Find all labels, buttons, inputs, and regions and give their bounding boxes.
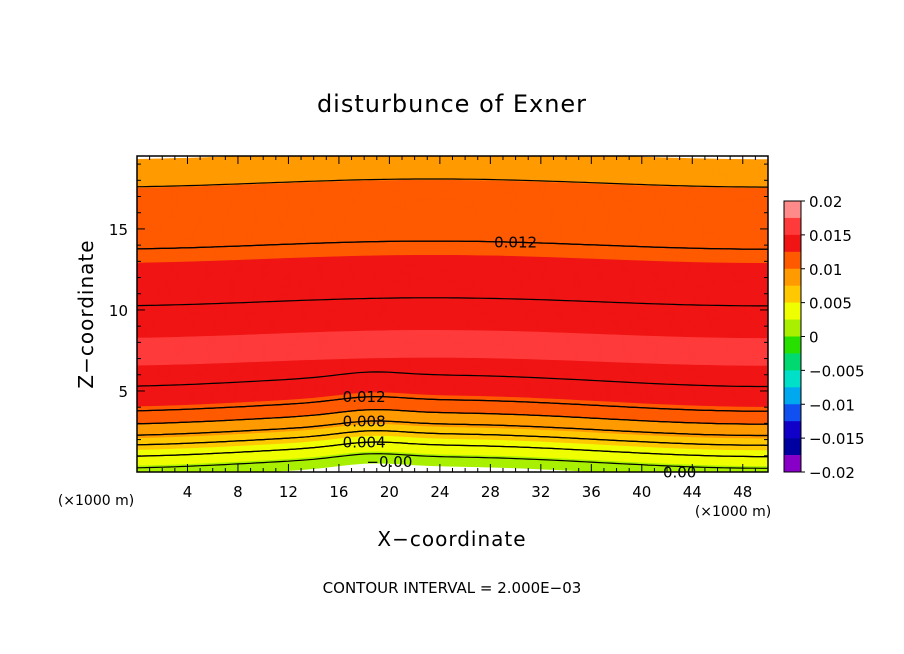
contour-lines [137, 178, 768, 469]
contour-label: −0.00 [366, 453, 412, 471]
y-axis-unit: (×1000 m) [58, 493, 134, 509]
contour-line [137, 453, 768, 469]
colorbar-tick-label: −0.005 [809, 362, 865, 380]
contour-label: 0.004 [343, 433, 386, 451]
x-tick-label: 40 [632, 483, 651, 501]
contour-line [137, 430, 768, 446]
colorbar-tick-label: 0.02 [809, 193, 842, 211]
contour-line [137, 178, 768, 188]
x-tick-label: 24 [430, 483, 449, 501]
x-tick-label: 28 [481, 483, 500, 501]
colorbar-band [784, 336, 801, 354]
x-tick-label: 12 [279, 483, 298, 501]
colorbar-band [784, 370, 801, 388]
colorbar-band [784, 438, 801, 456]
x-tick-label: 4 [183, 483, 193, 501]
x-axis-label: X−coordinate [377, 527, 526, 551]
x-tick-label: 32 [531, 483, 550, 501]
y-tick-label: 10 [109, 302, 128, 320]
colorbar-band [784, 455, 801, 473]
x-tick-label: 16 [329, 483, 348, 501]
contour-line [137, 297, 768, 307]
x-tick-label: 8 [233, 483, 243, 501]
y-tick-label: 15 [109, 221, 128, 239]
y-tick-label: 5 [118, 383, 128, 401]
contour-label: 0.008 [343, 412, 386, 430]
colorbar-tick-label: 0.005 [809, 295, 852, 313]
x-tick-label: 36 [582, 483, 601, 501]
colorbar-tick-label: 0.01 [809, 261, 842, 279]
x-axis-ticks: 4 8 12 16 20 24 28 32 36 40 44 48 [149, 156, 756, 501]
colorbar-tick-label: −0.015 [809, 430, 865, 448]
colorbar-band [784, 234, 801, 253]
colorbar-band [784, 319, 801, 337]
colorbar-tick-label: −0.01 [809, 396, 855, 414]
contour-line [137, 420, 768, 437]
contour-line [137, 395, 768, 412]
colorbar-band [784, 285, 801, 303]
contour-label: 0.012 [343, 388, 386, 406]
field-band [137, 156, 768, 163]
colorbar-tick-label: 0 [809, 329, 819, 347]
x-axis-unit: (×1000 m) [695, 504, 771, 520]
colorbar-band [784, 201, 801, 219]
contour-line [137, 441, 768, 458]
colorbar-tick-label: −0.02 [809, 464, 855, 482]
x-tick-label: 20 [380, 483, 399, 501]
contour-line [137, 371, 768, 388]
chart-title: disturbunce of Exner [317, 90, 587, 118]
colorbar-band [784, 353, 801, 371]
contour-line [137, 408, 768, 425]
x-tick-label: 48 [733, 483, 752, 501]
colorbar-band [784, 421, 801, 439]
contour-interval-note: CONTOUR INTERVAL = 2.000E−03 [323, 579, 582, 597]
colorbar-band [784, 387, 801, 405]
colorbar [783, 200, 802, 473]
colorbar-band [784, 268, 801, 286]
contour-label: 0.012 [494, 233, 537, 251]
contour-line [137, 240, 768, 250]
x-tick-label: 44 [683, 483, 702, 501]
colorbar-band [784, 404, 801, 422]
colorbar-band [784, 217, 801, 236]
colorbar-band [784, 251, 801, 270]
colorbar-tick-label: 0.015 [809, 227, 852, 245]
y-axis-label: Z−coordinate [74, 239, 98, 388]
contour-field [137, 156, 768, 472]
colorbar-band [784, 302, 801, 320]
y-axis-ticks: 5 10 15 [109, 163, 768, 457]
colorbar-labels: 0.02 0.015 0.01 0.005 0 −0.005 −0.01 −0.015 −0.0… [801, 193, 865, 482]
